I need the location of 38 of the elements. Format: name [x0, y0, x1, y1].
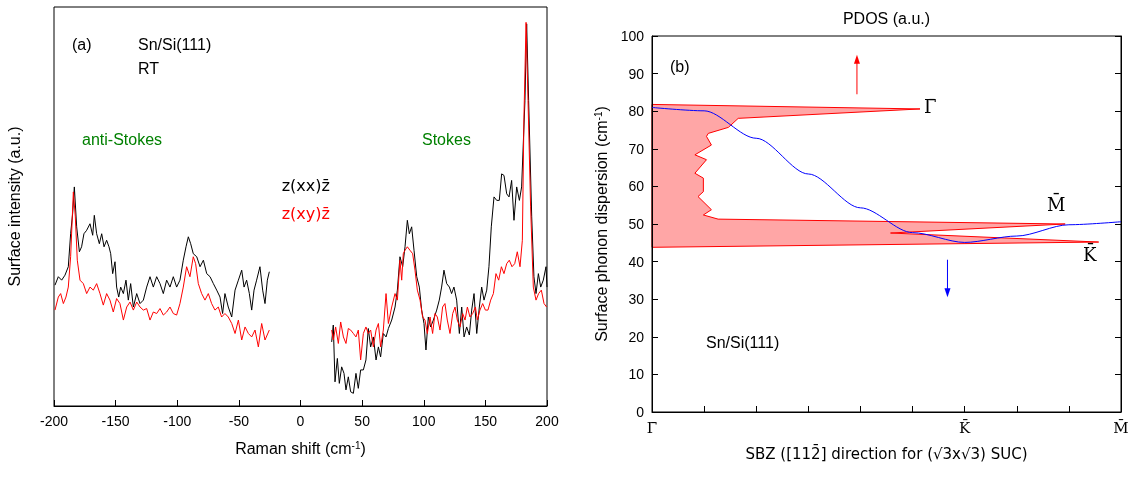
x-tick-label: K̄ [959, 418, 972, 437]
annotation: Γ̄ [924, 95, 937, 117]
y-tick-label: 100 [620, 28, 645, 44]
annotation: (a) [72, 35, 92, 53]
annotation: (b) [670, 57, 690, 75]
x-tick-label: -150 [101, 413, 130, 429]
y-axis-title: Surface phonon dispersion (cm-1) [592, 106, 611, 342]
x-tick-label: 50 [354, 413, 371, 429]
x-tick-label: M̄ [1113, 418, 1129, 437]
x-tick-label: 0 [296, 413, 305, 429]
y-axis-title: Surface intensity (a.u.) [5, 126, 23, 287]
y-tick-label: 60 [628, 178, 645, 195]
x2-axis-title: PDOS (a.u.) [842, 9, 931, 27]
x-tick-label: 150 [473, 413, 498, 429]
annotation: anti-Stokes [82, 130, 163, 148]
y-tick-label: 50 [628, 216, 645, 232]
y-tick-label: 30 [628, 291, 645, 308]
y-tick-label: 40 [628, 253, 645, 270]
text: z(xx)z̄ [281, 176, 330, 196]
x-axis-title: SBZ ([112̄] direction for (√3x√3) SUC) [745, 443, 1028, 463]
x-tick-label: 200 [535, 413, 559, 429]
x-tick-label: 100 [412, 413, 436, 429]
annotation: K̄ [1083, 242, 1097, 265]
x-tick-label: -200 [39, 413, 69, 429]
y-tick-label: 80 [628, 103, 645, 120]
y-tick-label: 90 [628, 65, 645, 82]
y-tick-label: 10 [628, 366, 645, 383]
annotation: Sn/Si(111) [138, 35, 212, 53]
x-tick-label: Γ̄ [646, 418, 658, 437]
text: z(xy)z̄ [281, 204, 330, 224]
x-tick-label: -100 [163, 413, 192, 429]
annotation: M̄ [1047, 192, 1066, 215]
annotation: Stokes [422, 130, 471, 148]
annotation: Sn/Si(111) [706, 333, 780, 351]
annotation: RT [138, 59, 160, 77]
x-tick-label: -50 [228, 413, 250, 429]
y-tick-label: 20 [628, 328, 645, 345]
y-tick-label: 70 [628, 140, 645, 157]
